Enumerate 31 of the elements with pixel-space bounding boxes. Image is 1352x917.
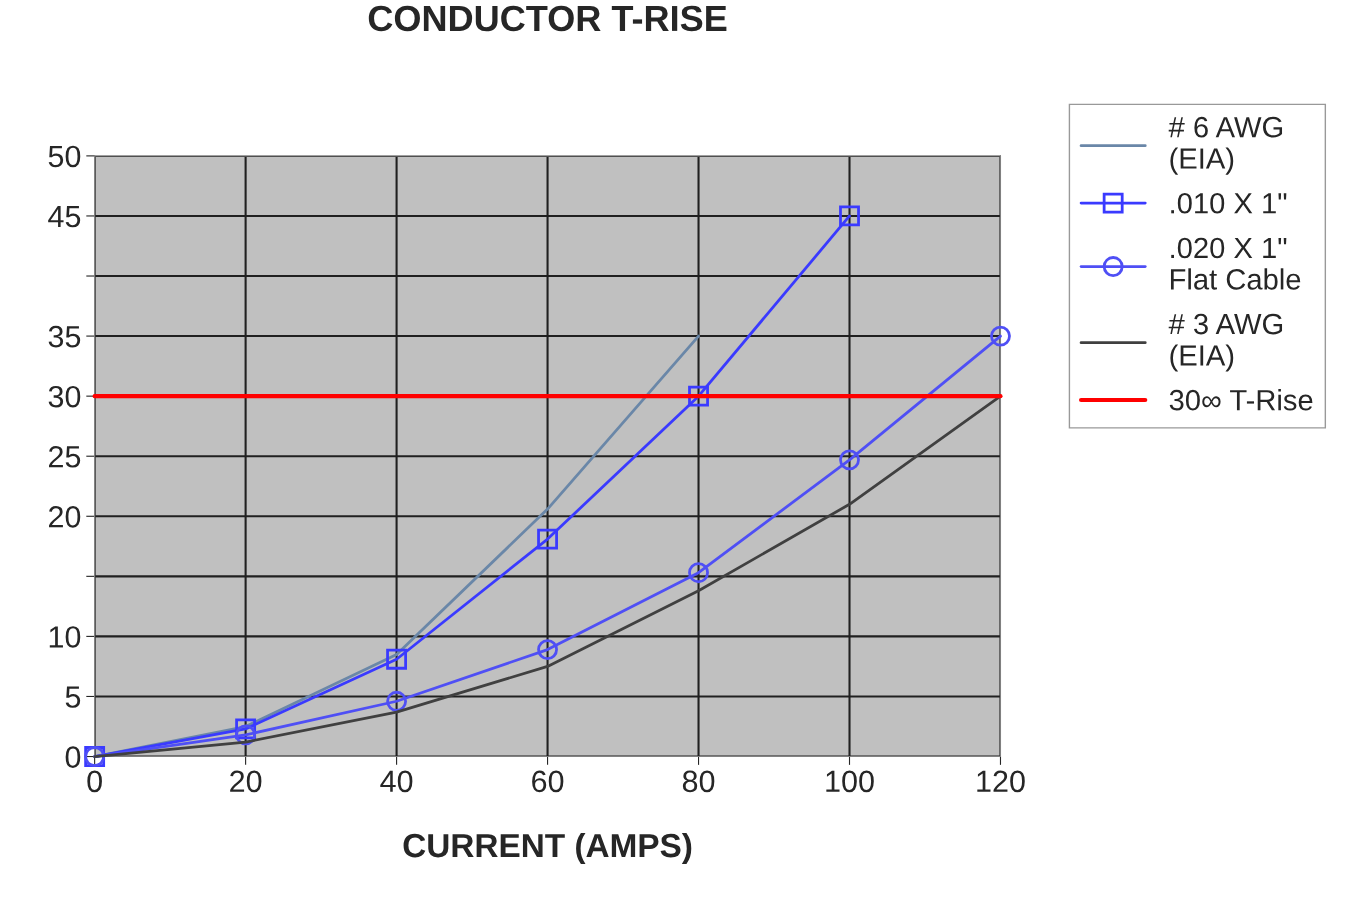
y-tick-label: 10 (49, 626, 81, 648)
point (386, 690, 407, 712)
chart-title: CONDUCTOR T-RISE (368, 5, 727, 32)
point (839, 205, 860, 227)
x-tick-label: 100 (826, 770, 874, 793)
x-axis-title: CURRENT (AMPS) (403, 832, 692, 864)
x-tick-label: 120 (977, 770, 1025, 793)
y-tick-label: 35 (48, 325, 81, 348)
legend-label: .020 X 1" Flat Cable (1170, 237, 1301, 290)
point (688, 562, 709, 584)
y-tick-label: 50 (48, 145, 81, 168)
y-tick-label: 25 (49, 445, 81, 468)
x-tick-label: 20 (230, 770, 262, 793)
legend-label: # 6 AWG (EIA) (1168, 116, 1283, 175)
point (386, 648, 407, 670)
x-tick-label: 40 (380, 770, 413, 793)
x-tick-label: 60 (532, 770, 564, 793)
point (990, 325, 1011, 347)
point (537, 639, 558, 661)
y-tick-label: 45 (48, 206, 81, 228)
y-tick-label: 20 (49, 506, 81, 528)
legend-label: 30∞ T-Rise (1169, 389, 1313, 411)
y-tick-label: 0 (65, 746, 81, 768)
y-tick-label: 5 (65, 686, 81, 708)
x-tick-label: 0 (87, 770, 102, 793)
legend-label: .010 X 1" (1171, 192, 1287, 214)
x-tick-label: 80 (682, 770, 715, 793)
legend-label: # 3 AWG (EIA) (1168, 313, 1283, 372)
point (839, 449, 860, 471)
point (537, 528, 558, 550)
y-tick-label: 30 (48, 385, 81, 408)
